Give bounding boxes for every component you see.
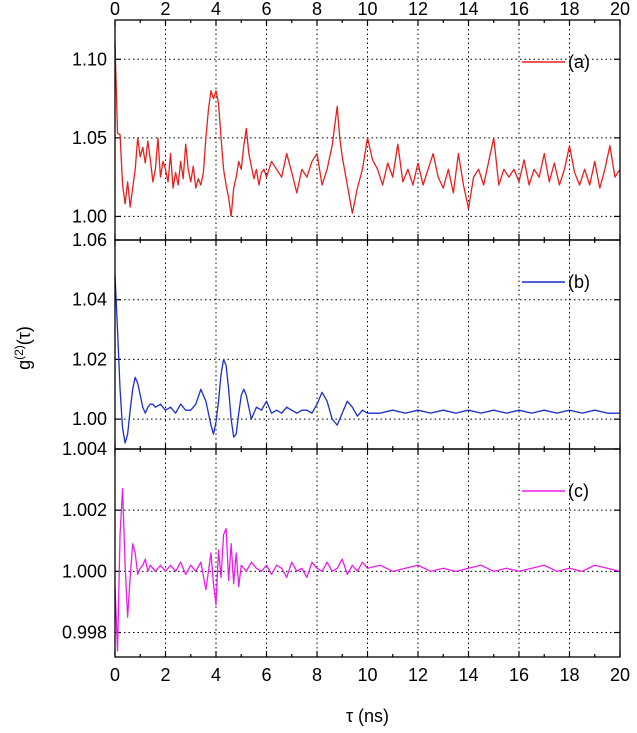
x-axis-title: τ (ns): [346, 706, 389, 726]
x-tick-label-top: 8: [312, 0, 322, 19]
y-tick-label: 1.02: [72, 349, 107, 369]
legend-label: (a): [568, 52, 590, 72]
y-tick-label: 0.998: [62, 623, 107, 643]
x-tick-label-bottom: 0: [110, 665, 120, 685]
x-tick-label-top: 16: [509, 0, 529, 19]
x-tick-label-bottom: 20: [610, 665, 630, 685]
series-line-2: [114, 275, 620, 444]
x-tick-label-top: 4: [211, 0, 221, 19]
y-tick-label: 1.06: [72, 230, 107, 250]
panel-frame: [114, 448, 621, 658]
x-tick-label-bottom: 8: [312, 665, 322, 685]
x-tick-label-top: 20: [610, 0, 630, 19]
x-tick-label-bottom: 2: [160, 665, 170, 685]
y-tick-label: 1.002: [62, 500, 107, 520]
x-tick-label-bottom: 16: [509, 665, 529, 685]
panel-frame: [114, 19, 621, 241]
x-tick-label-top: 10: [357, 0, 377, 19]
x-tick-label-bottom: 4: [211, 665, 221, 685]
x-tick-label-bottom: 6: [261, 665, 271, 685]
panel-3: 0.998 1.000 1.002 1.004 (c): [62, 439, 621, 658]
y-tick-label: 1.05: [72, 128, 107, 148]
x-tick-label-top: 0: [110, 0, 120, 19]
panel-2: 1.00 1.02 1.04 1.06 (b): [72, 230, 621, 450]
x-tick-label-top: 2: [160, 0, 170, 19]
series-line-1: [114, 43, 621, 218]
y-axis-title: g(2)(τ): [12, 326, 34, 370]
y-tick-label: 1.000: [62, 561, 107, 581]
y-tick-label: 1.10: [72, 49, 107, 69]
legend-label: (c): [568, 481, 589, 501]
x-tick-label-top: 18: [559, 0, 579, 19]
x-tick-label-top: 6: [261, 0, 271, 19]
x-tick-label-bottom: 12: [408, 665, 428, 685]
y-tick-label: 1.00: [72, 409, 107, 429]
x-tick-label-bottom: 10: [357, 665, 377, 685]
x-tick-label-top: 12: [408, 0, 428, 19]
y-tick-label: 1.00: [72, 206, 107, 226]
legend-label: (b): [568, 272, 590, 292]
x-tick-label-top: 14: [458, 0, 478, 19]
y-tick-label: 1.004: [62, 439, 107, 459]
x-tick-label-bottom: 18: [559, 665, 579, 685]
x-tick-label-bottom: 14: [458, 665, 478, 685]
panel-1: 1.00 1.05 1.10 (a): [72, 19, 621, 241]
y-tick-label: 1.04: [72, 290, 107, 310]
series-line-3: [114, 488, 621, 652]
